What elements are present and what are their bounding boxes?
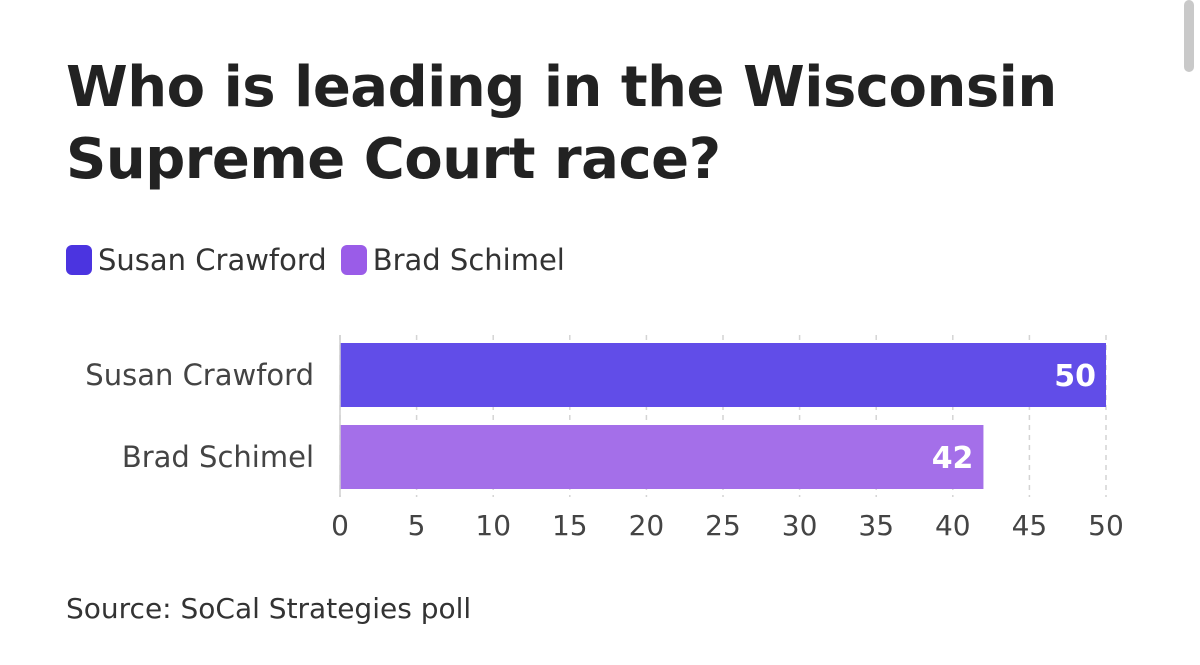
bar-susan-crawford <box>340 343 1106 407</box>
x-tick-label-50: 50 <box>1088 509 1124 542</box>
legend-swatch-susan-crawford <box>66 245 92 275</box>
scrollbar[interactable] <box>1184 0 1194 72</box>
x-tick-label-20: 20 <box>629 509 665 542</box>
legend-item-brad-schimel: Brad Schimel <box>340 243 565 277</box>
data-label-brad-schimel: 42 <box>932 441 974 476</box>
category-label-brad-schimel: Brad Schimel <box>122 440 314 474</box>
legend-label-brad-schimel: Brad Schimel <box>372 243 565 277</box>
legend: Susan Crawford Brad Schimel <box>66 240 579 280</box>
legend-label-susan-crawford: Susan Crawford <box>98 243 327 277</box>
category-label-susan-crawford: Susan Crawford <box>85 358 314 392</box>
x-tick-label-35: 35 <box>858 509 894 542</box>
x-tick-label-10: 10 <box>475 509 511 542</box>
bar-brad-schimel <box>340 425 984 489</box>
bar-chart: 0 5 10 15 20 25 30 35 40 45 50 Susan Crawford 50 Brad… <box>85 335 1124 542</box>
x-tick-label-15: 15 <box>552 509 588 542</box>
x-tick-label-30: 30 <box>782 509 818 542</box>
x-tick-label-25: 25 <box>705 509 741 542</box>
chart-title: Who is leading in the Wisconsin Supreme … <box>66 55 1057 192</box>
x-tick-label-40: 40 <box>935 509 971 542</box>
source-note: Source: SoCal Strategies poll <box>66 592 472 625</box>
data-label-susan-crawford: 50 <box>1054 359 1096 394</box>
x-tick-label-5: 5 <box>408 509 426 542</box>
legend-item-susan-crawford: Susan Crawford <box>66 243 327 277</box>
x-tick-label-45: 45 <box>1012 509 1048 542</box>
x-tick-label-0: 0 <box>331 509 349 542</box>
legend-swatch-brad-schimel <box>340 245 367 275</box>
